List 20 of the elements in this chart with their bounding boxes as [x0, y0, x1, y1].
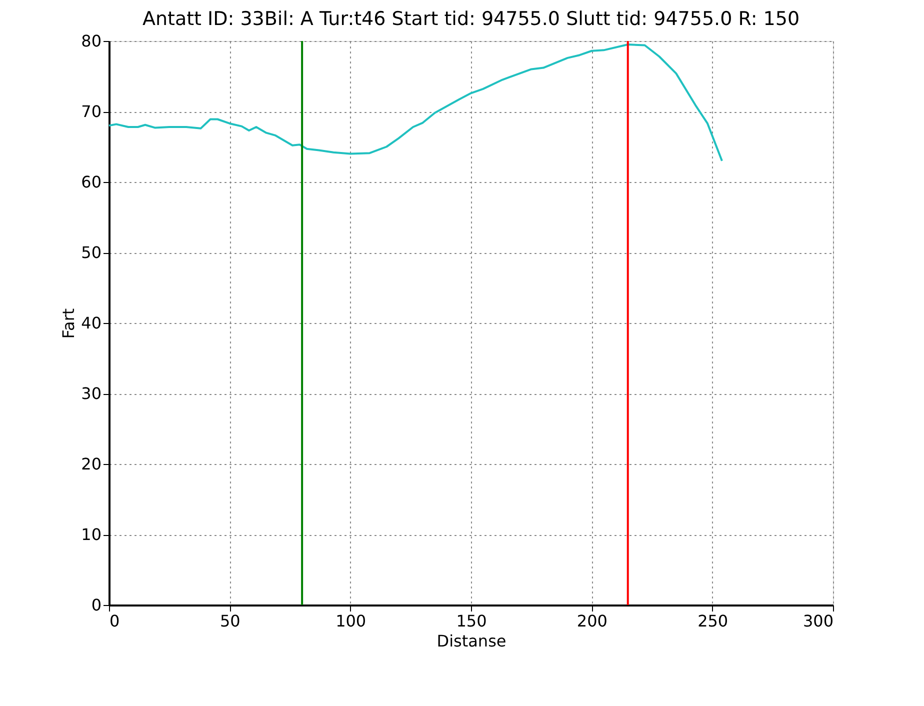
x-tick-label: 0 — [110, 612, 120, 630]
x-tick-label: 150 — [456, 612, 487, 630]
x-tick-label: 50 — [220, 612, 240, 630]
x-axis-title: Distanse — [436, 632, 506, 650]
y-tick-label: 40 — [81, 314, 102, 332]
y-tick-label: 70 — [81, 102, 102, 121]
y-tick-label: 20 — [81, 454, 102, 474]
x-tick-label: 200 — [576, 612, 608, 630]
chart-title: Antatt ID: 33Bil: A Tur:t46 Start tid: 94755.0 Slutt tid: 94755.0 R: 150 — [142, 8, 800, 30]
x-tick-label: 250 — [698, 612, 728, 630]
y-tick-label: 0 — [91, 596, 102, 614]
y-tick-label: 80 — [81, 32, 102, 50]
y-tick-label: 50 — [81, 243, 102, 262]
y-axis-title: Fart — [59, 308, 78, 339]
x-tick-label: 300 — [802, 612, 834, 630]
x-tick-label: 100 — [336, 612, 366, 630]
line-series — [108, 44, 723, 162]
y-tick-label: 10 — [81, 525, 102, 544]
y-tick-label: 60 — [81, 172, 102, 192]
y-tick-label: 30 — [81, 384, 102, 403]
